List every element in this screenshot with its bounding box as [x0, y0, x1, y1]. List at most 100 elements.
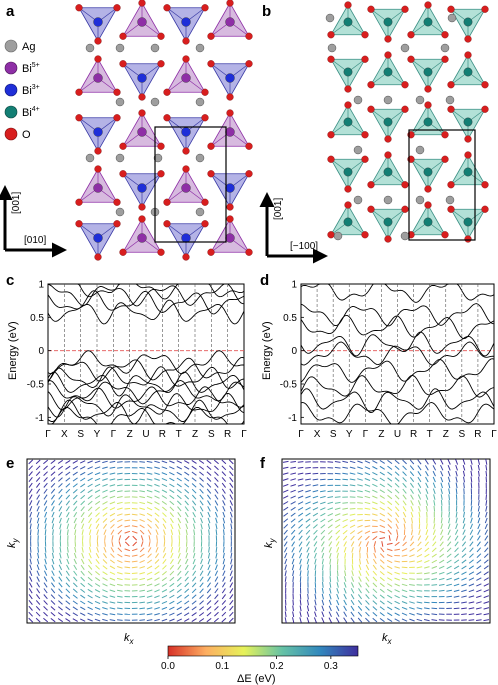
spin-arrow [191, 465, 197, 470]
kpoint-label: T [427, 429, 433, 440]
spin-arrow [139, 490, 145, 493]
spin-arrow [117, 613, 123, 615]
bi4-atom [463, 117, 473, 127]
spin-arrow [57, 618, 63, 623]
spin-arrow [59, 558, 62, 565]
spin-arrow [28, 471, 33, 477]
spin-arrow [364, 472, 371, 476]
spin-arrow [283, 512, 289, 517]
spin-arrow [334, 518, 341, 523]
spin-arrow [117, 529, 123, 535]
spin-arrow [117, 553, 123, 558]
spin-arrow [372, 582, 378, 588]
spin-arrow [290, 524, 296, 529]
spin-arrow [409, 482, 415, 488]
spin-arrow [357, 478, 363, 481]
spin-arrow [229, 488, 234, 494]
spin-arrow [342, 513, 348, 516]
bi4-atom [423, 17, 433, 27]
spin-arrow [29, 529, 32, 536]
spin-arrow [478, 476, 480, 483]
spin-arrow [170, 529, 174, 536]
spin-arrow [58, 570, 63, 576]
spin-arrow [72, 477, 78, 482]
spin-arrow [44, 523, 47, 530]
spin-arrow [344, 570, 347, 577]
kpoint-label: Γ [298, 429, 304, 440]
kpoint-label: R [224, 429, 231, 440]
spin-arrow [58, 576, 63, 582]
spin-arrow [185, 558, 189, 565]
spin-arrow [297, 461, 304, 463]
spin-arrow [463, 505, 465, 512]
spin-arrow [299, 599, 302, 606]
spin-arrow [29, 506, 33, 512]
spin-arrow [109, 512, 116, 517]
spin-arrow [432, 476, 436, 483]
ag-atom [115, 207, 125, 217]
oxygen-atom [119, 170, 127, 178]
band-curve [47, 380, 245, 405]
spin-arrow [146, 489, 153, 493]
spin-arrow [358, 582, 362, 588]
texture-frame-e [26, 458, 236, 624]
oxygen-atom [201, 220, 209, 228]
spin-arrow [358, 541, 362, 547]
spin-arrow [320, 518, 326, 523]
spin-arrow [229, 500, 233, 506]
spin-arrow [343, 588, 347, 594]
spin-arrow [222, 552, 225, 559]
spin-arrow [483, 595, 490, 599]
spin-arrow [327, 496, 334, 499]
spin-arrow [161, 466, 168, 470]
oxygen-atom [138, 109, 146, 117]
spin-arrow [94, 612, 101, 616]
spin-arrow [409, 465, 415, 471]
spin-arrow [228, 459, 234, 465]
spin-arrow [102, 553, 108, 559]
spin-arrow [379, 582, 385, 588]
spin-arrow [102, 495, 108, 499]
spin-arrow [132, 541, 138, 547]
spin-arrow [102, 466, 108, 469]
spin-arrow [342, 524, 348, 529]
spin-arrow [51, 506, 55, 512]
spin-arrow [476, 613, 482, 616]
spin-arrow [432, 535, 437, 541]
spin-arrow [229, 494, 234, 500]
oxygen-atom [201, 114, 209, 122]
spin-arrow [463, 511, 465, 518]
spin-arrow [416, 607, 423, 610]
spin-arrow [44, 546, 47, 553]
spin-arrow [313, 547, 318, 553]
spin-arrow [433, 523, 436, 530]
spin-arrow [50, 600, 56, 605]
bi3-atom [181, 127, 191, 137]
spin-arrow [431, 572, 438, 575]
spin-arrow [109, 583, 116, 587]
spin-arrow [116, 577, 123, 581]
spin-arrow [386, 542, 393, 545]
spin-arrow [117, 478, 123, 481]
spin-arrow [94, 618, 101, 622]
spin-arrow [104, 535, 106, 541]
spin-arrow [476, 541, 481, 547]
spin-arrow [29, 523, 32, 530]
spin-arrow [379, 530, 386, 534]
spin-arrow [221, 588, 226, 594]
spin-arrow [416, 590, 423, 592]
spin-arrow [163, 546, 166, 553]
ag-atom [445, 95, 455, 105]
spin-arrow [176, 460, 183, 464]
spin-arrow [307, 570, 309, 577]
oxygen-atom [344, 185, 352, 193]
spin-arrow [455, 476, 458, 483]
spin-arrow [184, 471, 190, 476]
spin-arrow [476, 583, 482, 587]
oxygen-atom [201, 4, 209, 12]
spin-arrow [124, 530, 131, 534]
spin-arrow [387, 588, 393, 593]
spin-arrow [463, 482, 465, 489]
spin-arrow [297, 495, 304, 499]
spin-arrow [461, 583, 467, 587]
